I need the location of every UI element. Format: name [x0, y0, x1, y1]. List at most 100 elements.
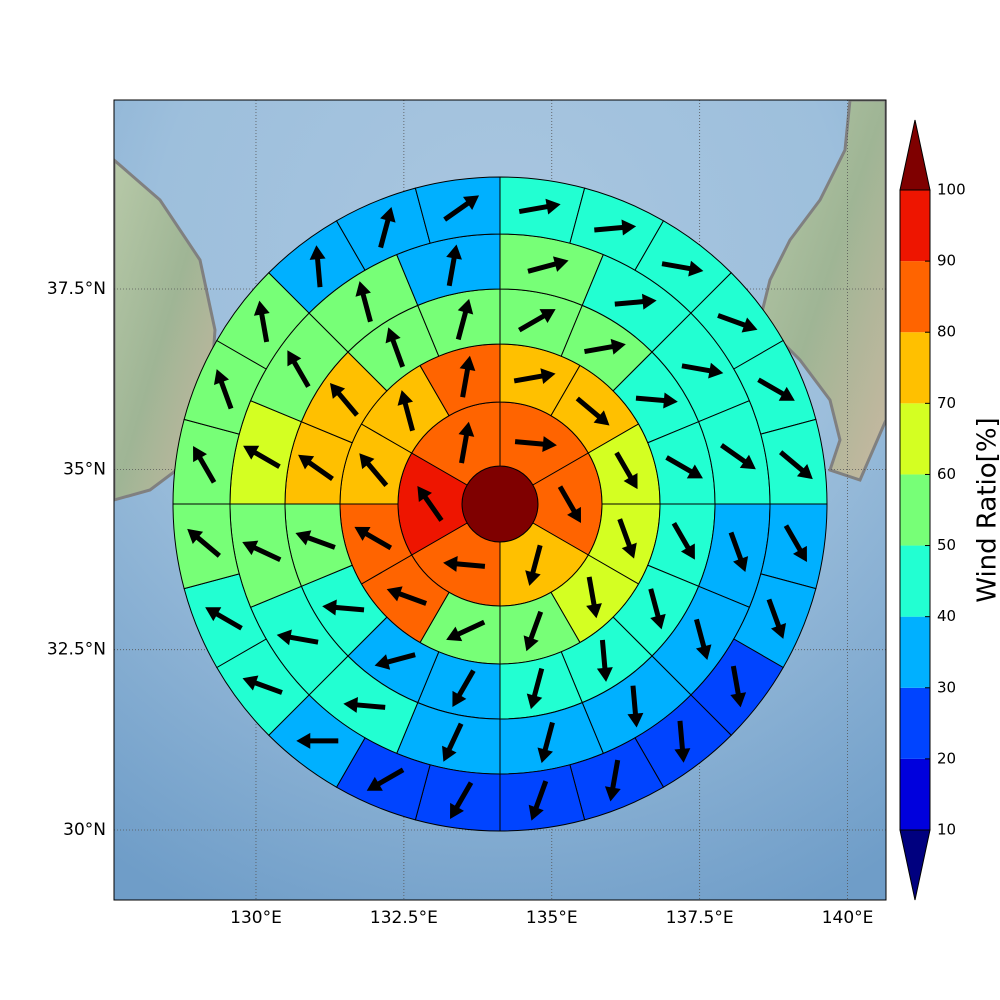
- colorbar-label: Wind Ratio[%]: [973, 417, 1000, 602]
- colorbar-bin: [900, 190, 930, 262]
- colorbar-over: [899, 119, 931, 191]
- wind-arrow: [295, 530, 336, 550]
- colorbar-tick-label: 10: [937, 821, 956, 839]
- colorbar-bin: [900, 545, 930, 617]
- wind-arrow: [523, 610, 544, 652]
- sector: [414, 764, 501, 832]
- wind-arrow: [671, 522, 695, 560]
- wind-arrow: [366, 767, 405, 791]
- wind-arrow: [385, 327, 406, 368]
- sector: [760, 503, 828, 590]
- colorbar-bin: [900, 474, 930, 546]
- colorbar-tick-label: 40: [937, 607, 956, 625]
- wind-arrow: [730, 665, 747, 708]
- colorbar-tick-label: 70: [937, 394, 956, 412]
- wind-arrow: [443, 555, 486, 572]
- wind-arrow: [681, 362, 724, 379]
- wind-arrow: [213, 369, 234, 410]
- wind-arrow: [459, 355, 476, 398]
- wind-arrow: [614, 293, 657, 310]
- colorbar-frame: [899, 189, 931, 831]
- colorbar-tick-label: 90: [937, 252, 956, 270]
- wind-arrow: [694, 618, 712, 660]
- wind-arrow: [359, 453, 389, 488]
- colorbar-tick-label: 30: [937, 678, 956, 696]
- wind-arrow: [446, 619, 486, 642]
- colorbar-bin: [900, 758, 930, 830]
- wind-arrow: [757, 377, 795, 401]
- wind-arrow: [594, 219, 637, 236]
- wind-arrow: [354, 526, 393, 551]
- colorbar-tick-label: 80: [937, 323, 956, 341]
- wind-arrow: [766, 598, 787, 639]
- wind-arrow: [528, 780, 549, 821]
- wind-arrow: [455, 298, 474, 341]
- wind-arrow: [665, 455, 703, 479]
- wind-arrow: [322, 599, 365, 616]
- colorbar-bin: [900, 616, 930, 688]
- wind-arrow: [443, 195, 480, 222]
- wind-arrow: [355, 281, 373, 323]
- wind-arrow: [614, 451, 638, 490]
- wind-arrow: [525, 544, 543, 586]
- wind-arrow: [575, 396, 610, 426]
- wind-arrow: [205, 607, 243, 631]
- wind-arrow: [584, 338, 626, 355]
- sector: [172, 418, 240, 505]
- y-tick-label: 37.5°N: [47, 279, 106, 299]
- y-tick-label: 30°N: [63, 820, 106, 840]
- wind-arrow: [296, 732, 339, 749]
- wind-arrow: [728, 531, 749, 572]
- wind-arrow: [309, 245, 326, 288]
- colorbar-bin: [900, 687, 930, 759]
- colorbar-tick-label: 60: [937, 465, 956, 483]
- wind-arrow: [298, 454, 334, 481]
- wind-arrow: [557, 485, 581, 524]
- wind-arrow: [243, 445, 281, 469]
- wind-arrow: [635, 392, 678, 409]
- wind-arrow: [442, 722, 464, 762]
- wind-arrow: [378, 206, 396, 249]
- colorbar-tick-label: 50: [937, 536, 956, 554]
- wind-arrow: [397, 390, 415, 432]
- axis-ticks: 130°E 132.5°E 135°E 137.5°E 140°E 30°N 32.5°N 3…: [47, 279, 873, 928]
- wind-arrow: [674, 720, 691, 763]
- x-tick-label: 132.5°E: [370, 908, 438, 928]
- wind-arrow: [446, 244, 462, 287]
- colorbar-under: [899, 829, 931, 901]
- wind-arrow: [648, 588, 666, 630]
- wind-arrow: [458, 421, 475, 464]
- wind-arrow: [193, 445, 217, 484]
- y-tick-label: 32.5°N: [47, 640, 106, 660]
- x-tick-label: 130°E: [230, 908, 282, 928]
- wind-arrow: [783, 524, 807, 563]
- wind-arrow: [604, 759, 621, 802]
- wind-arrow: [720, 443, 756, 470]
- wind-arrow: [417, 485, 444, 522]
- wind-arrow: [596, 639, 613, 682]
- wind-arrow: [537, 721, 555, 764]
- wind-arrow: [513, 368, 556, 384]
- wind-arrow: [374, 652, 416, 670]
- wind-arrow: [187, 528, 221, 558]
- wind-arrow: [242, 540, 282, 563]
- x-tick-label: 137.5°E: [666, 908, 734, 928]
- wind-arrow: [329, 382, 359, 417]
- wind-arrow: [617, 518, 637, 559]
- wind-arrow: [253, 300, 270, 343]
- colorbar-bin: [900, 332, 930, 404]
- wind-arrow: [386, 586, 428, 606]
- wind-arrow: [627, 685, 644, 728]
- x-tick-label: 135°E: [526, 908, 578, 928]
- wind-arrow: [343, 696, 386, 713]
- wind-arrow: [527, 256, 569, 274]
- colorbar: 10 20 30 40 50 60 70 80 90 100: [899, 119, 966, 901]
- wind-arrow: [514, 436, 557, 453]
- wind-arrow: [717, 313, 758, 333]
- wind-arrow: [287, 350, 311, 388]
- y-tick-label: 35°N: [63, 459, 106, 479]
- wind-arrow: [586, 576, 602, 619]
- sector: [499, 176, 586, 244]
- colorbar-tick-label: 100: [937, 181, 966, 199]
